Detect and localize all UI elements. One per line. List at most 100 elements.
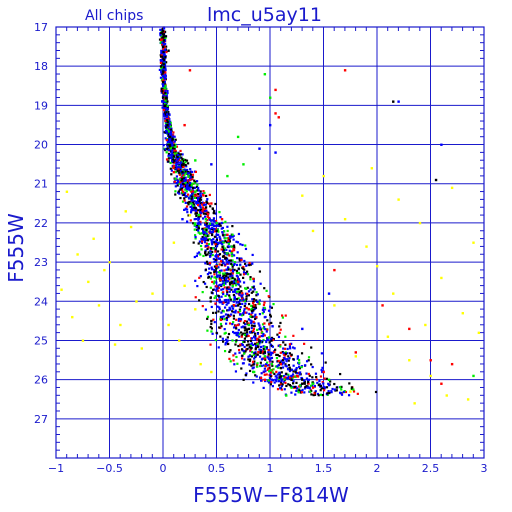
band-point (273, 372, 276, 375)
band-point (182, 169, 185, 172)
band-point (231, 283, 234, 286)
band-point (335, 389, 338, 392)
band-point (220, 325, 223, 328)
band-point (159, 34, 162, 37)
band-point (212, 288, 215, 291)
band-point (160, 38, 163, 42)
band-point (237, 301, 240, 304)
band-point (257, 322, 260, 325)
band-point (224, 273, 228, 276)
band-point (205, 242, 209, 245)
band-point (220, 295, 223, 298)
y-tick-label: 26 (34, 374, 48, 387)
band-point (162, 35, 165, 38)
band-point (197, 226, 200, 229)
band-point (195, 254, 198, 258)
band-point (335, 386, 338, 389)
band-point (183, 173, 186, 177)
band-point (218, 222, 221, 225)
band-point (301, 378, 304, 381)
band-point (228, 283, 232, 286)
band-point (252, 329, 255, 333)
band-point (223, 247, 227, 250)
band-point (183, 199, 186, 202)
band-point (213, 280, 216, 283)
red-point (322, 370, 325, 374)
band-point (190, 190, 193, 193)
band-point (160, 49, 163, 52)
green-point (285, 394, 288, 397)
band-point (178, 192, 181, 195)
band-point (241, 293, 244, 296)
band-point (235, 240, 238, 243)
band-point (285, 360, 288, 363)
band-point (264, 363, 268, 366)
band-point (240, 335, 243, 338)
band-point (225, 293, 229, 296)
band-point (277, 380, 281, 383)
band-point (165, 61, 168, 64)
band-point (193, 228, 196, 231)
band-point (254, 351, 257, 354)
band-point (230, 245, 233, 248)
band-point (163, 87, 166, 90)
band-point (231, 310, 234, 313)
band-point (173, 135, 176, 138)
band-point (194, 217, 198, 221)
band-point (251, 315, 254, 318)
band-point (237, 283, 240, 286)
band-point (190, 197, 193, 201)
band-point (205, 260, 209, 263)
green-point (226, 174, 229, 178)
band-point (224, 298, 228, 302)
band-point (282, 341, 285, 344)
band-point (191, 182, 194, 185)
band-point (262, 345, 265, 348)
band-point (201, 291, 204, 294)
band-point (284, 343, 287, 346)
band-point (181, 164, 184, 167)
band-point (244, 244, 247, 247)
yellow-point (108, 261, 111, 264)
band-point (215, 331, 218, 335)
band-point (222, 291, 225, 294)
blue-point (162, 84, 165, 88)
band-point (196, 284, 199, 288)
band-point (163, 80, 166, 84)
band-point (259, 379, 263, 382)
band-point (168, 143, 171, 147)
band-point (214, 230, 217, 233)
band-point (162, 43, 165, 46)
band-point (163, 57, 166, 60)
band-point (178, 173, 181, 176)
band-point (179, 188, 182, 191)
green-point (290, 386, 293, 389)
band-point (187, 203, 190, 206)
band-point (267, 309, 271, 312)
band-point (167, 129, 171, 132)
band-point (193, 218, 196, 221)
band-point (313, 393, 317, 396)
band-point (180, 161, 183, 164)
band-point (281, 359, 285, 362)
band-point (173, 180, 176, 183)
band-point (256, 345, 260, 348)
band-point (291, 373, 295, 376)
band-point (245, 295, 248, 298)
blue-point (274, 378, 277, 382)
band-point (277, 359, 280, 363)
band-point (193, 234, 197, 237)
blue-point (327, 292, 331, 295)
band-point (211, 280, 214, 284)
band-point (232, 300, 235, 303)
band-point (283, 378, 286, 381)
band-point (197, 189, 200, 192)
band-point (271, 325, 274, 328)
band-point (265, 373, 268, 376)
band-point (263, 308, 267, 311)
band-point (271, 385, 274, 388)
band-point (280, 381, 283, 384)
band-point (282, 361, 285, 364)
band-point (221, 337, 224, 340)
band-point (271, 371, 274, 374)
